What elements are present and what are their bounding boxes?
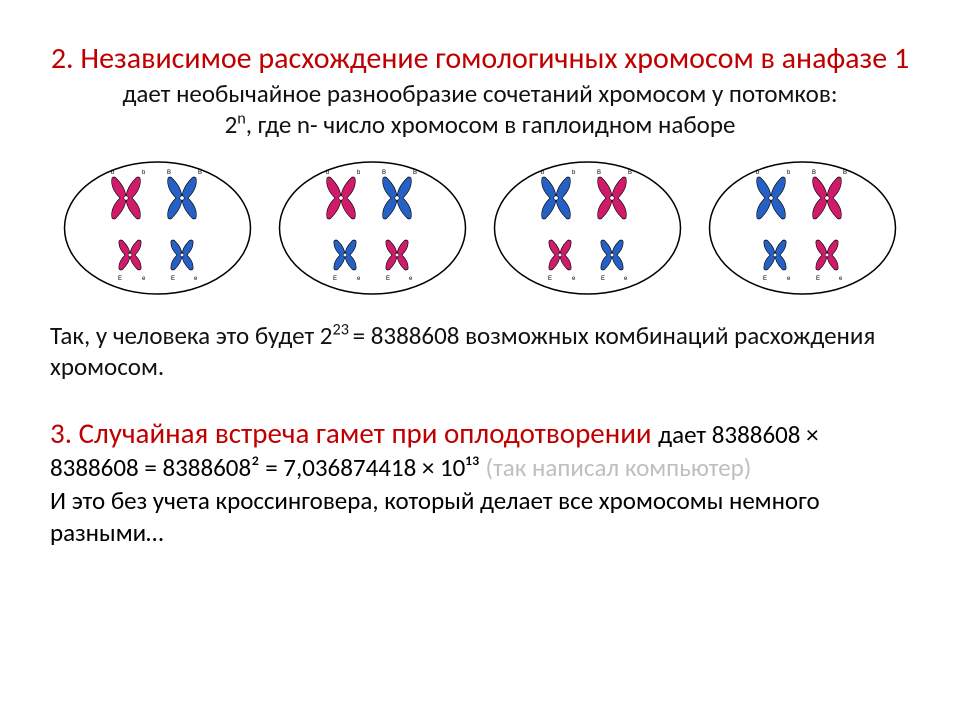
body2-pre: Так, у человека это будет 2 <box>50 320 332 351</box>
formula-tail: , где n- число хромосом в гаплоидном наб… <box>246 109 736 140</box>
svg-text:B: B <box>812 170 816 176</box>
svg-text:E: E <box>118 276 122 282</box>
section2-body: Так, у человека это будет 223 = 8388608 … <box>50 320 910 383</box>
cell-4: b b B B E e E e <box>705 158 900 298</box>
svg-text:E: E <box>333 276 337 282</box>
svg-text:B: B <box>413 170 417 176</box>
svg-text:B: B <box>597 170 601 176</box>
section2-title-red: 2. Независимое расхождение гомологичных … <box>51 40 909 77</box>
svg-text:B: B <box>198 170 202 176</box>
svg-text:E: E <box>386 276 390 282</box>
section3-gray: (так написал компьютер) <box>486 452 752 483</box>
formula-exp: n <box>237 109 246 128</box>
svg-text:E: E <box>548 276 552 282</box>
section3-black2: И это без учета кроссинговера, который д… <box>50 485 820 549</box>
section3: 3. Случайная встреча гамет при оплодотво… <box>50 415 910 550</box>
svg-text:B: B <box>382 170 386 176</box>
section2-heading: 2. Независимое расхождение гомологичных … <box>50 40 910 140</box>
body2-sup: 23 <box>332 321 352 340</box>
svg-text:E: E <box>816 276 820 282</box>
section2-formula: 2n, где n- число хромосом в гаплоидном н… <box>225 109 736 140</box>
cell-1: b b B B E e E e <box>60 158 255 298</box>
svg-text:E: E <box>601 276 605 282</box>
svg-text:E: E <box>763 276 767 282</box>
cell-3: b b B B E e E e <box>490 158 685 298</box>
cells-diagram: b b B B E e E e b b B B E <box>50 158 910 298</box>
formula-base: 2 <box>225 109 238 140</box>
section2-title-black: дает необычайное разнообразие сочетаний … <box>122 78 837 109</box>
svg-text:B: B <box>843 170 847 176</box>
cell-2: b b B B E e E e <box>275 158 470 298</box>
section3-title-red: 3. Случайная встреча гамет при оплодотво… <box>50 415 658 451</box>
svg-text:E: E <box>171 276 175 282</box>
svg-text:B: B <box>628 170 632 176</box>
svg-text:B: B <box>167 170 171 176</box>
